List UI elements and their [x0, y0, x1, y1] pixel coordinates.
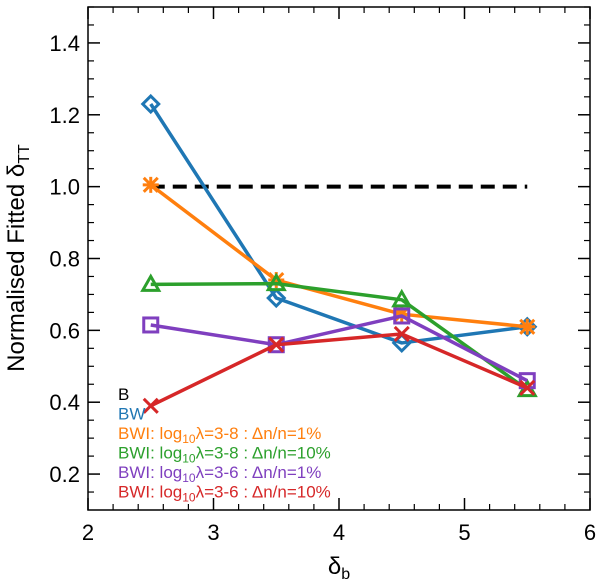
legend-text-part: BWI: log: [118, 424, 182, 443]
y-tick-label: 1.4: [49, 31, 80, 56]
legend-subscript: 10: [182, 471, 196, 485]
y-tick-label: 0.8: [49, 247, 80, 272]
cross-marker-stroke: [393, 325, 410, 343]
data-point: [140, 273, 162, 292]
y-axis-title: Normalised Fitted δTT: [3, 144, 33, 372]
data-point: [393, 325, 410, 343]
series-line: [149, 183, 528, 329]
axis-ticks: 2 3 4 5 6 0.2 0.4 0.6 0.8 1.0 1.2 1.4: [49, 6, 596, 545]
y-tick-label: 1.2: [49, 103, 80, 128]
data-point: [140, 93, 161, 115]
series-3: [140, 272, 538, 398]
y-tick-label: 1.0: [49, 175, 80, 200]
legend-text-part: λ=3-6 : Δn/n=10%: [196, 483, 331, 502]
diamond-marker: [140, 93, 161, 115]
x-axis-title-subscript: b: [341, 566, 350, 581]
x-tick-label: 6: [584, 520, 596, 545]
diamond-marker: [266, 287, 287, 309]
cross-marker-stroke: [519, 379, 536, 396]
x-tick-label: 4: [333, 520, 345, 545]
data-point: [266, 287, 287, 309]
series-2: [142, 176, 536, 335]
data-point: [142, 176, 159, 193]
data-point: [142, 316, 160, 334]
square-marker: [393, 307, 411, 325]
y-tick-label: 0.4: [49, 390, 80, 415]
legend-entry: BWI: log10λ=3-6 : Δn/n=10%: [118, 483, 331, 505]
triangle-marker: [265, 272, 287, 292]
data-point: [393, 307, 411, 325]
legend-text-part: λ=3-8 : Δn/n=1%: [196, 424, 322, 443]
legend-subscript: 10: [182, 432, 196, 446]
data-point: [519, 318, 536, 335]
series-line: [150, 314, 529, 383]
legend-text-part: BWI: log: [118, 444, 182, 463]
legend-subscript: 10: [182, 452, 196, 466]
series-line: [149, 103, 528, 345]
triangle-marker: [391, 288, 413, 308]
cross-marker: [519, 379, 536, 396]
data-point: [519, 379, 536, 396]
asterisk-marker: [142, 176, 159, 193]
legend-text-part: BWI: log: [118, 463, 182, 482]
series-5: [142, 325, 536, 414]
legend-text-part: λ=3-8 : Δn/n=10%: [196, 444, 331, 463]
legend-entry: BWI: log10λ=3-6 : Δn/n=1%: [118, 463, 321, 485]
square-marker: [142, 316, 160, 334]
legend-entry: B: [118, 385, 129, 404]
data-point: [265, 272, 287, 292]
legend-text-part: BWI: log: [118, 483, 182, 502]
data-point: [268, 336, 285, 353]
y-tick-label: 0.2: [49, 462, 80, 487]
series-4: [142, 307, 536, 390]
legend-text-part: λ=3-6 : Δn/n=1%: [196, 463, 322, 482]
x-tick-label: 3: [207, 520, 219, 545]
y-axis-title-subscript: TT: [16, 144, 33, 164]
asterisk-marker: [519, 318, 536, 335]
data-point: [142, 397, 159, 414]
y-tick-label: 0.6: [49, 318, 80, 343]
legend-text-part: B: [118, 385, 129, 404]
legend-entry: BW: [118, 405, 145, 424]
cross-marker: [393, 325, 410, 343]
cross-marker: [268, 336, 285, 353]
series-line: [149, 332, 528, 408]
cross-marker-stroke: [142, 397, 159, 414]
legend-entry: BWI: log10λ=3-8 : Δn/n=1%: [118, 424, 321, 446]
cross-marker-stroke: [268, 336, 285, 353]
triangle-marker: [140, 273, 162, 292]
legend-text-part: BW: [118, 405, 145, 424]
series-line: [150, 281, 529, 392]
x-axis-title: δb: [328, 553, 350, 581]
legend-subscript: 10: [182, 491, 196, 505]
x-tick-label: 5: [458, 520, 470, 545]
legend-entry: BWI: log10λ=3-8 : Δn/n=10%: [118, 444, 331, 466]
data-point: [391, 288, 413, 308]
x-tick-label: 2: [82, 520, 94, 545]
cross-marker: [142, 397, 159, 414]
series-layer: [140, 93, 538, 414]
